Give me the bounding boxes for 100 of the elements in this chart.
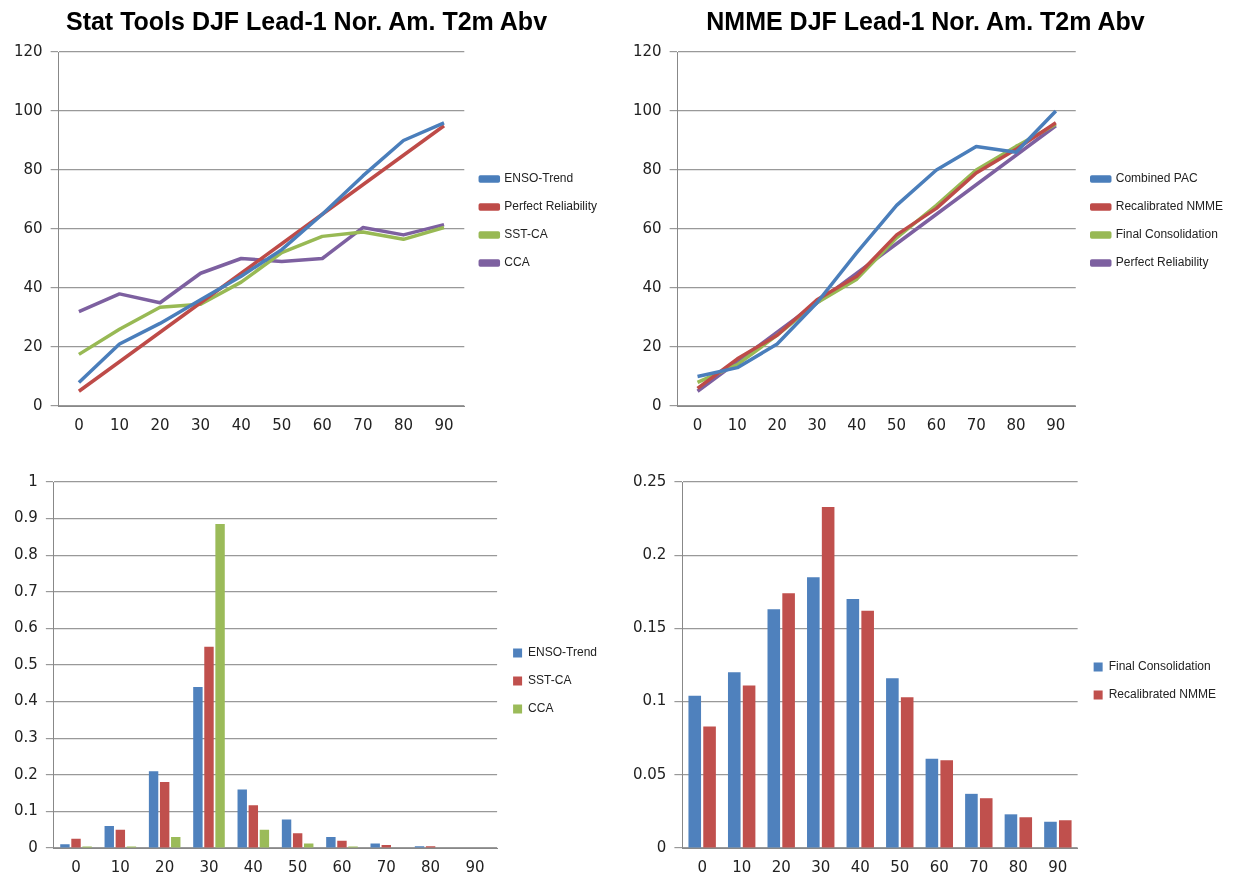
x-tick-label: 30: [191, 415, 211, 434]
y-tick-label: 120: [13, 41, 43, 60]
bar: [821, 506, 835, 848]
y-tick-label: 0: [33, 395, 43, 414]
y-tick-label: 0.7: [14, 581, 38, 600]
bar: [159, 782, 170, 848]
y-tick-label: 0: [652, 395, 662, 414]
x-tick-label: 60: [926, 415, 946, 434]
x-tick-label: 10: [732, 857, 752, 876]
y-tick-label: 0: [28, 837, 38, 856]
x-tick-label: 0: [697, 857, 707, 876]
x-tick-label: 0: [74, 415, 84, 434]
x-tick-label: 40: [850, 857, 870, 876]
bar: [886, 678, 899, 848]
x-tick-label: 70: [376, 857, 396, 876]
x-tick-label: 20: [150, 415, 170, 434]
legend-label: Recalibrated NMME: [1108, 687, 1217, 702]
bar: [104, 826, 114, 848]
x-tick-label: 40: [847, 415, 867, 434]
x-tick-label: 70: [969, 857, 989, 876]
x-tick-label: 70: [966, 415, 986, 434]
x-tick-label: 60: [929, 857, 949, 876]
y-tick-label: 100: [632, 100, 662, 119]
y-tick-label: 120: [632, 41, 662, 60]
legend-label: ENSO-Trend: [504, 171, 574, 186]
bar: [148, 771, 159, 848]
bar: [292, 833, 303, 848]
y-tick-label: 0.1: [642, 691, 667, 710]
y-tick-label: 0: [656, 837, 667, 856]
legend-label: SST-CA: [504, 227, 548, 242]
bar: [1058, 820, 1072, 848]
y-tick-label: 20: [642, 336, 662, 355]
bar: [71, 838, 81, 848]
x-tick-label: 90: [465, 857, 485, 876]
bar: [326, 837, 336, 848]
bar: [337, 840, 347, 848]
y-tick-label: 40: [642, 277, 662, 296]
legend-label: ENSO-Trend: [528, 645, 597, 660]
bar: [767, 609, 781, 848]
x-tick-label: 10: [109, 415, 130, 434]
x-tick-label: 50: [272, 415, 292, 434]
x-tick-label: 40: [243, 857, 263, 876]
x-tick-label: 60: [332, 857, 352, 876]
bar: [807, 577, 820, 848]
y-tick-label: 60: [23, 218, 43, 237]
y-tick-label: 80: [23, 159, 43, 178]
bar: [940, 760, 954, 848]
y-tick-label: 0.1: [14, 801, 38, 820]
bar: [204, 646, 214, 848]
x-tick-label: 60: [312, 415, 332, 434]
bar: [115, 829, 126, 848]
x-tick-label: 30: [811, 857, 831, 876]
chart-title: Stat Tools DJF Lead-1 Nor. Am. T2m Abv: [65, 6, 548, 35]
x-tick-label: 50: [288, 857, 308, 876]
legend-label: Perfect Reliability: [1115, 255, 1209, 270]
x-tick-label: 10: [727, 415, 747, 434]
legend-label: Combined PAC: [1115, 171, 1198, 186]
y-tick-label: 0.4: [14, 691, 38, 710]
x-tick-label: 20: [155, 857, 175, 876]
y-tick-label: 0.2: [642, 545, 667, 564]
bar: [979, 798, 993, 848]
y-tick-label: 0.9: [14, 508, 38, 527]
bar: [237, 789, 247, 848]
x-tick-label: 80: [393, 415, 413, 434]
x-tick-label: 0: [71, 857, 81, 876]
x-tick-label: 70: [353, 415, 373, 434]
x-tick-label: 90: [1048, 857, 1068, 876]
x-tick-label: 90: [434, 415, 454, 434]
y-tick-label: 20: [23, 336, 43, 355]
legend-label: Final Consolidation: [1115, 227, 1218, 242]
y-tick-label: 100: [13, 100, 43, 119]
legend-label: CCA: [528, 701, 554, 716]
bar: [281, 819, 292, 848]
bar: [1044, 821, 1057, 848]
legend-label: Recalibrated NMME: [1115, 199, 1224, 214]
legend-label: Perfect Reliability: [504, 199, 597, 214]
x-tick-label: 40: [231, 415, 251, 434]
bar: [688, 695, 702, 848]
bar: [703, 726, 716, 848]
x-tick-label: 80: [1006, 415, 1026, 434]
bar: [727, 672, 741, 848]
y-tick-label: 0.2: [14, 764, 38, 783]
x-tick-label: 80: [1008, 857, 1028, 876]
y-tick-label: 0.15: [632, 618, 667, 637]
x-tick-label: 90: [1046, 415, 1066, 434]
bar: [742, 685, 756, 848]
x-tick-label: 0: [692, 415, 703, 434]
y-tick-label: 0.6: [14, 618, 38, 637]
legend-label: SST-CA: [528, 673, 572, 688]
x-tick-label: 20: [771, 857, 791, 876]
bar: [248, 805, 259, 848]
bar: [193, 686, 203, 848]
y-tick-label: 40: [23, 277, 43, 296]
y-tick-label: 0.8: [14, 545, 38, 564]
legend-label: CCA: [504, 255, 530, 270]
bar: [900, 697, 914, 848]
bar: [171, 837, 181, 848]
y-tick-label: 80: [642, 159, 662, 178]
bar: [1019, 817, 1033, 848]
chart-title: NMME DJF Lead-1 Nor. Am. T2m Abv: [706, 6, 1145, 35]
